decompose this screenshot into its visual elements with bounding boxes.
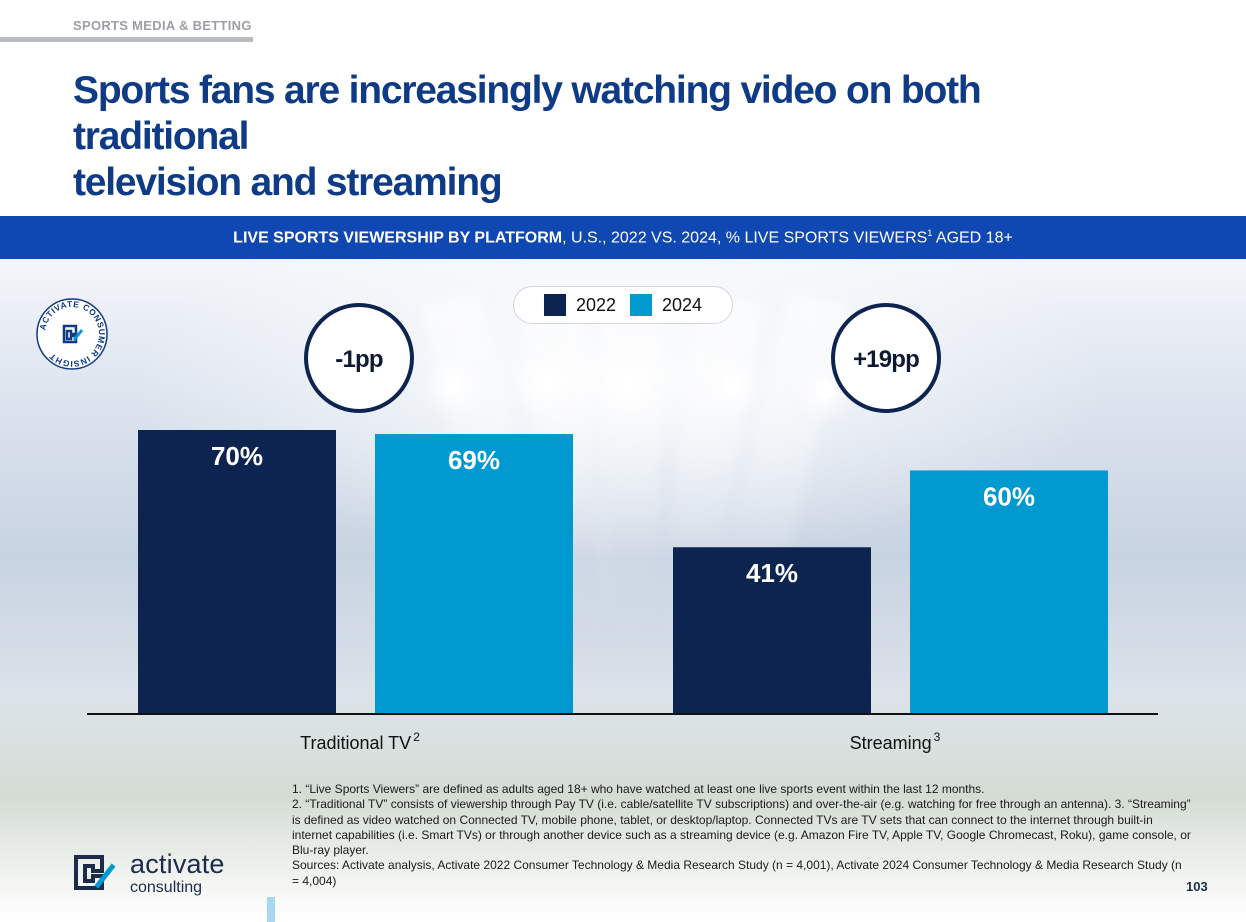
legend-label-2024: 2024 xyxy=(662,294,703,315)
footnote-2-3: 2. “Traditional TV” consists of viewersh… xyxy=(292,797,1191,858)
change-label-1: +19pp xyxy=(853,346,919,373)
data-label-streaming-2024: 60% xyxy=(983,481,1035,511)
data-label-traditional-tv-2024: 69% xyxy=(448,445,500,475)
page-number: 103 xyxy=(1186,879,1208,894)
activate-consumer-insight-badge: ACTIVATE CONSUMER INSIGHT xyxy=(36,298,108,370)
legend-label-2022: 2022 xyxy=(575,294,616,315)
chart-legend: 2022 2024 xyxy=(513,286,733,324)
footnotes: 1. “Live Sports Viewers” are defined as … xyxy=(292,782,1192,889)
page-title-line-1: Sports fans are increasingly watching vi… xyxy=(73,69,982,158)
brand-subname: consulting xyxy=(130,878,203,896)
activate-logo-icon xyxy=(74,855,116,890)
x-tick-footnote-ref-1: 3 xyxy=(934,730,941,744)
footnote-1: 1. “Live Sports Viewers” are defined as … xyxy=(292,782,985,796)
legend-swatch-2022 xyxy=(543,294,566,316)
bar-traditional-tv-2024 xyxy=(375,434,573,713)
bar-streaming-2022 xyxy=(673,547,871,713)
section-divider xyxy=(0,37,253,42)
bar-streaming-2024 xyxy=(910,470,1108,713)
brand-name: activate xyxy=(130,848,225,879)
brand-logo: activate consulting xyxy=(72,850,225,896)
footnote-sources: Sources: Activate analysis, Activate 202… xyxy=(292,858,1182,888)
bar-traditional-tv-2022 xyxy=(138,430,336,713)
change-badge-0 xyxy=(304,303,414,413)
decorative-marker xyxy=(267,897,275,922)
chart-banner-footnote-ref: 1 xyxy=(927,227,933,238)
legend-swatch-2024 xyxy=(630,294,652,316)
x-tick-label-streaming: Streaming 3 xyxy=(850,730,941,753)
data-label-traditional-tv-2022: 70% xyxy=(211,441,263,471)
chart-banner-tail: AGED 18+ xyxy=(932,229,1013,247)
page-title: Sports fans are increasingly watching vi… xyxy=(73,68,1153,206)
chart-banner-bold: LIVE SPORTS VIEWERSHIP BY PLATFORM xyxy=(233,229,563,247)
change-label-0: -1pp xyxy=(335,346,383,373)
x-tick-footnote-ref-0: 2 xyxy=(413,730,420,744)
chart-banner-text: , U.S., 2022 VS. 2024, % LIVE SPORTS VIE… xyxy=(562,229,928,247)
legend-item-2024: 2024 xyxy=(630,294,702,316)
section-tag: SPORTS MEDIA & BETTING xyxy=(73,18,252,33)
data-label-streaming-2022: 41% xyxy=(746,558,798,588)
x-tick-label-traditional-tv: Traditional TV 2 xyxy=(300,730,420,753)
page-title-line-2: television and streaming xyxy=(73,161,503,204)
change-badge-1 xyxy=(831,303,941,413)
legend-item-2022: 2022 xyxy=(543,294,616,316)
chart-banner: LIVE SPORTS VIEWERSHIP BY PLATFORM, U.S.… xyxy=(0,216,1246,259)
